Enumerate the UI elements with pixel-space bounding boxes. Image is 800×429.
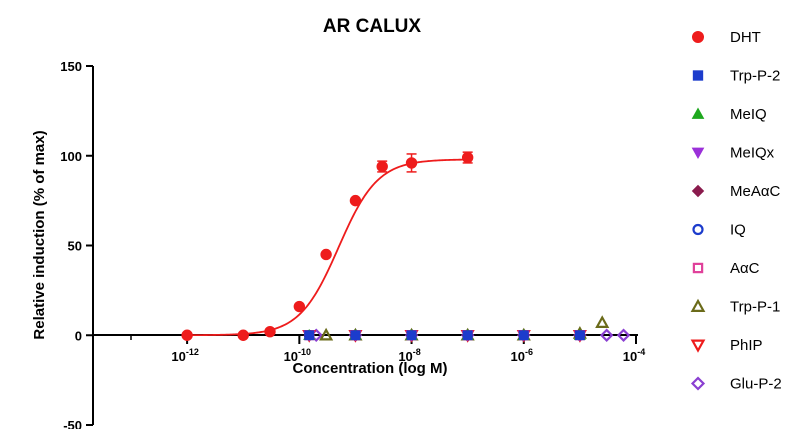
- legend-label: Trp-P-1: [730, 299, 780, 316]
- data-point-Glu-P-2: [599, 328, 614, 343]
- data-point-DHT: [405, 157, 418, 169]
- legend-marker: [690, 376, 706, 391]
- data-point-Glu-P-2: [616, 328, 631, 343]
- data-point-Trp-P-2: [574, 330, 585, 341]
- x-tick-label: 10-12: [171, 347, 198, 364]
- legend: DHT Trp-P-2 MeIQ MeIQx MeAαC IQ AαC Trp-P-1 PhIP…: [690, 29, 782, 393]
- legend-label: AαC: [730, 260, 760, 277]
- legend-marker: [692, 262, 704, 274]
- legend-item: Trp-P-2: [692, 68, 780, 85]
- data-point-DHT: [461, 151, 474, 164]
- data-point-DHT: [293, 300, 306, 313]
- legend-label: IQ: [730, 222, 746, 239]
- data-point-DHT: [237, 329, 249, 341]
- y-tick-label: 100: [60, 149, 82, 164]
- data-point-Trp-P-2: [462, 330, 473, 341]
- legend-label: DHT: [730, 29, 761, 46]
- legend-marker: [690, 339, 706, 353]
- data-point-Trp-P-2: [406, 330, 417, 341]
- legend-marker: [692, 70, 704, 81]
- legend-label: MeIQ: [730, 106, 767, 123]
- legend-item: AαC: [692, 260, 760, 277]
- y-tick-label: 0: [75, 328, 82, 343]
- legend-item: DHT: [692, 29, 761, 46]
- data-point-Trp-P-2: [350, 330, 361, 341]
- legend-label: MeAαC: [730, 183, 781, 200]
- data-point-Trp-P-2: [304, 330, 315, 341]
- fit-curve-DHT: [187, 158, 468, 337]
- y-axis-label: Relative induction (% of max): [31, 130, 48, 339]
- legend-label: Glu-P-2: [730, 376, 782, 393]
- legend-marker: [692, 223, 704, 236]
- y-tick-label: 50: [68, 239, 82, 254]
- y-tick-label: -50: [63, 418, 82, 429]
- data-point-DHT: [376, 160, 388, 173]
- data-point-Trp-P-1: [319, 327, 334, 341]
- data-point-DHT: [320, 248, 332, 261]
- legend-item: IQ: [692, 222, 746, 239]
- legend-marker: [691, 184, 705, 198]
- legend-label: Trp-P-2: [730, 68, 780, 85]
- data-point-Trp-P-2: [518, 330, 529, 341]
- fit-curve-layer: [187, 158, 468, 337]
- data-points-layer: [181, 151, 631, 343]
- legend-marker: [691, 147, 705, 160]
- y-tick-label: 150: [60, 59, 82, 74]
- legend-label: MeIQx: [730, 145, 775, 162]
- legend-item: MeAαC: [691, 183, 781, 200]
- data-point-DHT: [181, 329, 193, 341]
- legend-item: Trp-P-1: [690, 298, 780, 316]
- x-tick-label: 10-8: [398, 347, 420, 364]
- legend-label: PhIP: [730, 337, 763, 354]
- legend-marker: [692, 31, 704, 43]
- chart-title: AR CALUX: [323, 16, 421, 37]
- x-axis-label: Concentration (log M): [293, 360, 448, 377]
- legend-marker: [690, 298, 706, 312]
- x-tick-label: 10-4: [623, 347, 645, 364]
- legend-item: PhIP: [690, 337, 763, 354]
- legend-item: MeIQx: [691, 145, 775, 162]
- x-tick-label: 10-6: [511, 347, 533, 364]
- legend-item: Glu-P-2: [690, 376, 782, 393]
- x-tick-label: 10-10: [284, 347, 311, 364]
- legend-marker: [691, 107, 705, 119]
- legend-item: MeIQ: [691, 106, 767, 123]
- data-point-DHT: [349, 194, 362, 207]
- data-point-DHT: [264, 325, 276, 338]
- data-point-Trp-P-1: [595, 315, 610, 328]
